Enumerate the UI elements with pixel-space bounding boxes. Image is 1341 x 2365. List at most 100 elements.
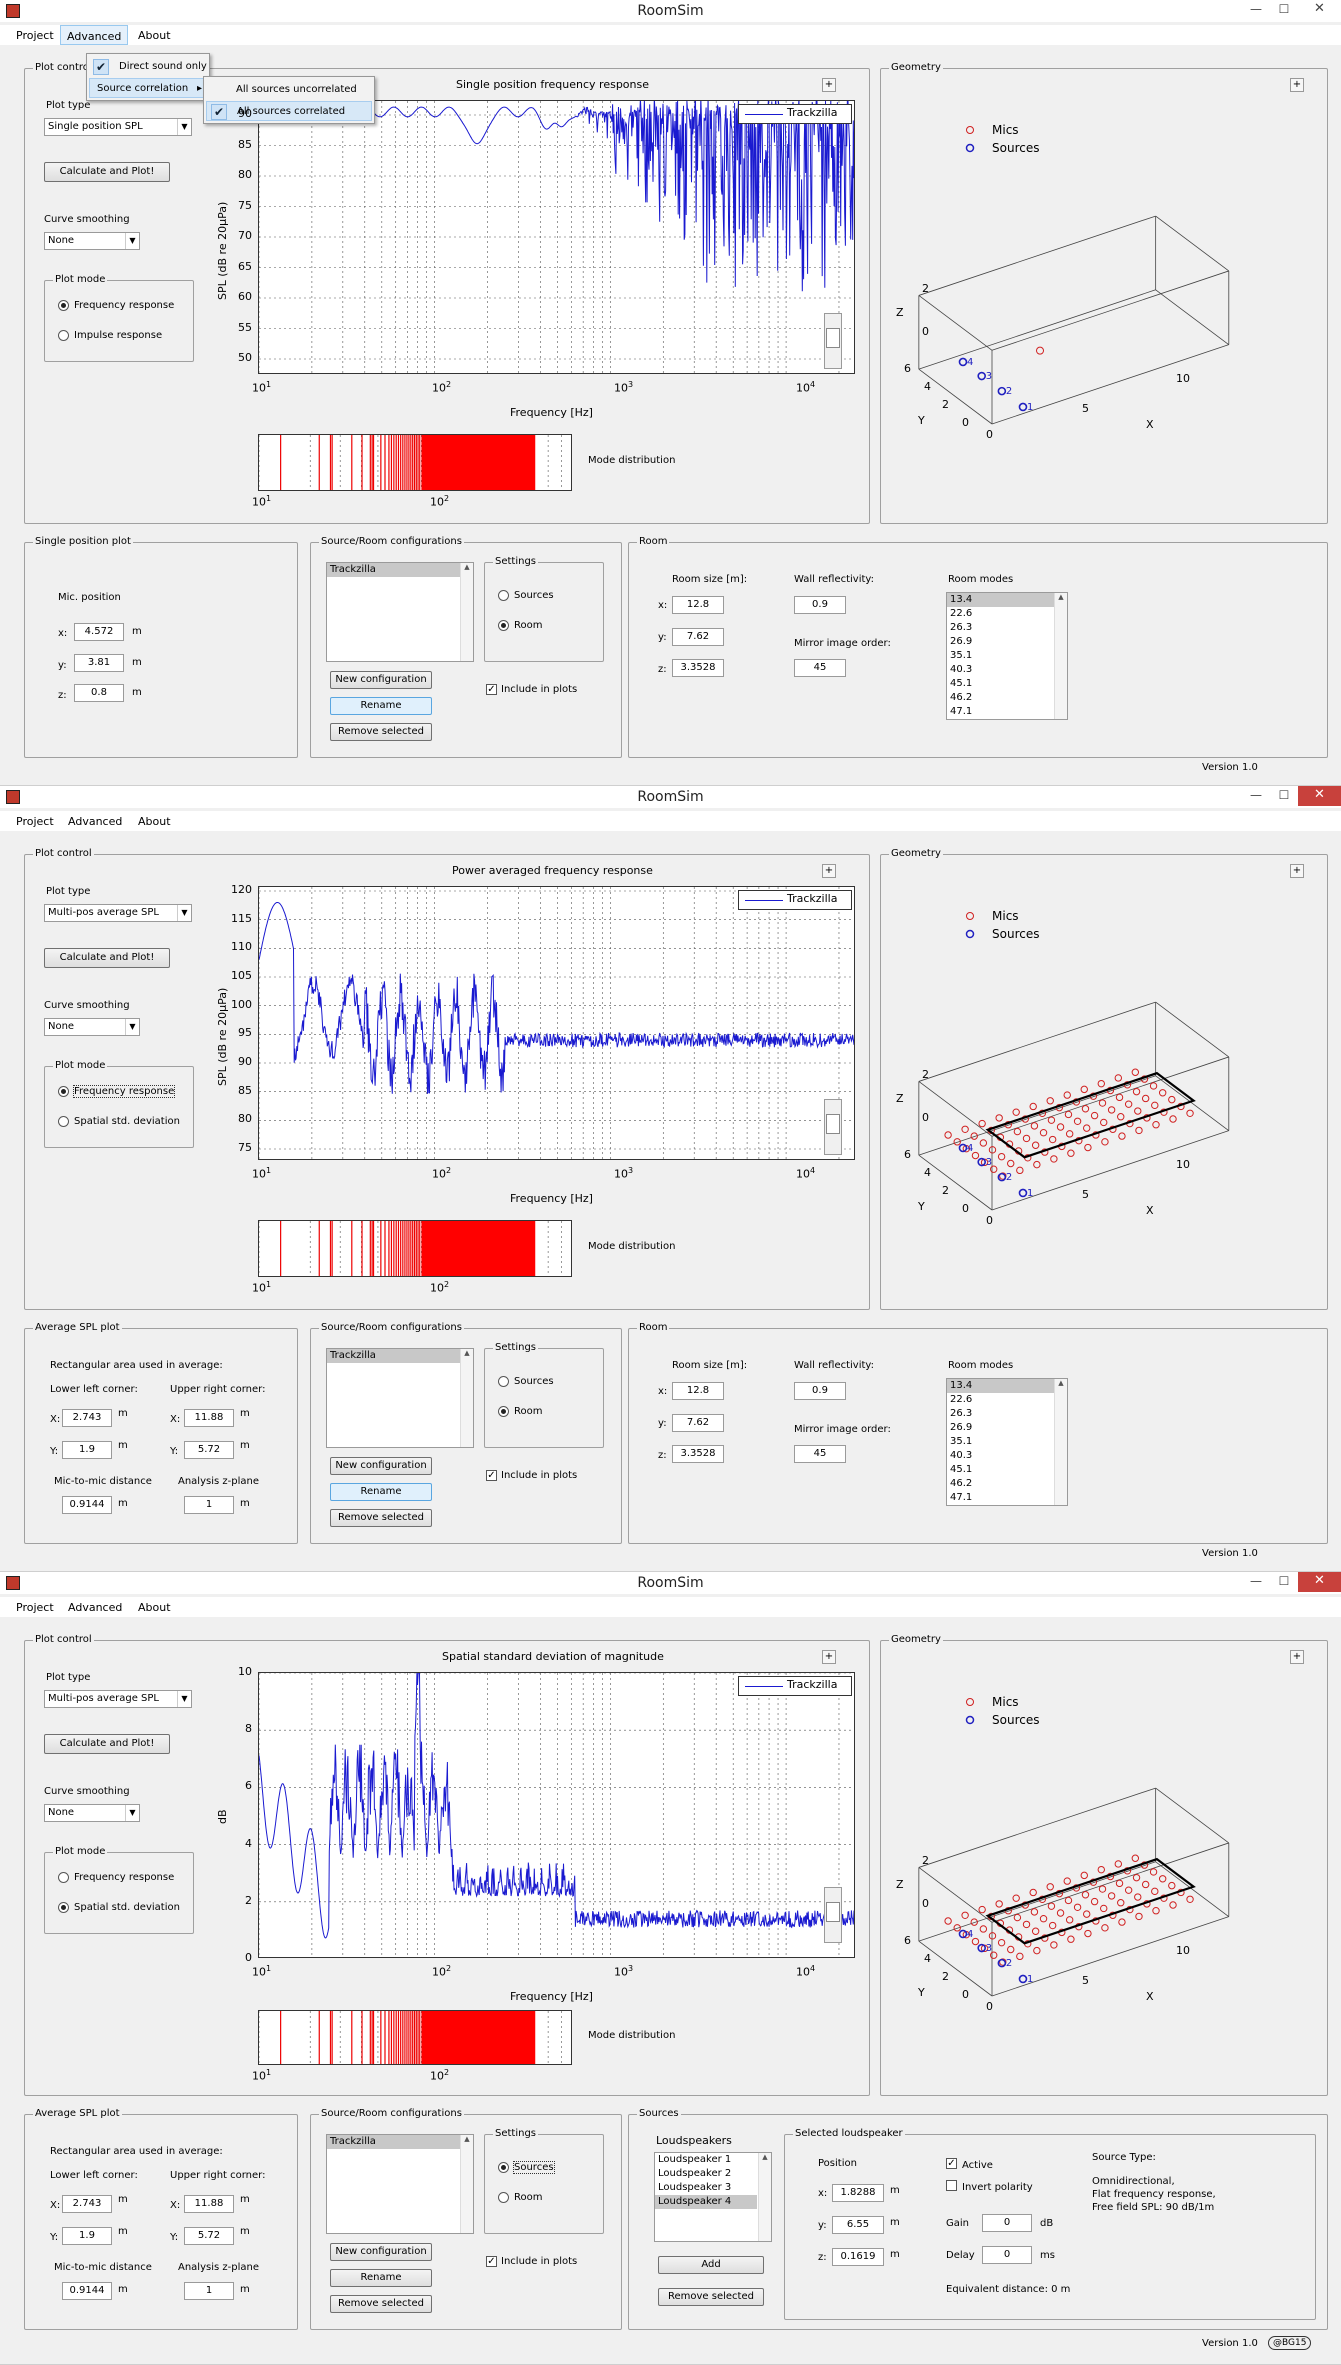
minimize-button[interactable]: —	[1250, 788, 1262, 802]
lower-left-y-input[interactable]: 1.9	[62, 1441, 112, 1459]
maximize-button[interactable]: ☐	[1278, 1574, 1290, 1588]
close-button[interactable]: ✕	[1298, 786, 1341, 806]
room-z-input[interactable]: 3.3528	[672, 659, 724, 677]
slider-thumb[interactable]	[826, 328, 840, 348]
impulse-response-radio[interactable]	[58, 330, 69, 341]
new-configuration-button[interactable]: New configuration	[330, 2243, 432, 2261]
include-in-plots-checkbox[interactable]: ✓	[486, 2256, 497, 2267]
room-mode-item[interactable]: 26.3	[950, 1408, 973, 1419]
loudspeaker-item[interactable]: Loudspeaker 3	[658, 2182, 732, 2193]
all-uncorrelated-item[interactable]: All sources uncorrelated	[206, 80, 372, 100]
expand-geometry-button[interactable]: +	[1290, 78, 1304, 92]
menu-advanced[interactable]: Advanced	[60, 25, 129, 45]
rename-button[interactable]: Rename	[330, 2269, 432, 2287]
source-z-input[interactable]: 0.1619	[832, 2248, 884, 2266]
calculate-plot-button[interactable]: Calculate and Plot!	[44, 162, 170, 182]
include-in-plots-checkbox[interactable]: ✓	[486, 1470, 497, 1481]
remove-selected-button[interactable]: Remove selected	[330, 723, 432, 741]
settings-room-radio[interactable]	[498, 620, 509, 631]
remove-selected-button[interactable]: Remove selected	[330, 2295, 432, 2313]
loudspeaker-item[interactable]: Loudspeaker 4	[655, 2195, 757, 2209]
loudspeaker-list-scrollbar[interactable]: ▲	[758, 2153, 771, 2241]
gain-input[interactable]: 0	[982, 2214, 1032, 2232]
close-button[interactable]: ✕	[1298, 1572, 1341, 1592]
menu-about[interactable]: About	[138, 815, 171, 828]
room-mode-item[interactable]: 26.9	[950, 636, 973, 647]
config-item[interactable]: Trackzilla	[327, 1349, 473, 1363]
room-x-input[interactable]: 12.8	[672, 1382, 724, 1400]
close-button[interactable]: ✕	[1314, 1, 1325, 16]
expand-plot-button[interactable]: +	[822, 1650, 836, 1664]
settings-room-radio[interactable]	[498, 2192, 509, 2203]
new-configuration-button[interactable]: New configuration	[330, 1457, 432, 1475]
plot-zoom-slider[interactable]	[824, 313, 842, 369]
plot-zoom-slider[interactable]	[824, 1099, 842, 1155]
maximize-button[interactable]: ☐	[1278, 2, 1290, 16]
room-mode-item[interactable]: 22.6	[950, 1394, 973, 1405]
menu-project[interactable]: Project	[16, 29, 54, 42]
expand-geometry-button[interactable]: +	[1290, 1650, 1304, 1664]
room-mode-item[interactable]: 22.6	[950, 608, 973, 619]
source-correlation-item[interactable]: Source correlation ▸	[89, 78, 207, 98]
config-list[interactable]: Trackzilla ▲	[326, 2134, 474, 2234]
room-y-input[interactable]: 7.62	[672, 628, 724, 646]
config-item[interactable]: Trackzilla	[327, 2135, 473, 2149]
curve-smoothing-dropdown[interactable]: None ▼	[44, 1804, 140, 1822]
room-mode-item[interactable]: 45.1	[950, 1464, 973, 1475]
z-plane-input[interactable]: 1	[184, 2282, 234, 2300]
room-x-input[interactable]: 12.8	[672, 596, 724, 614]
frequency-response-radio[interactable]	[58, 1872, 69, 1883]
wall-reflectivity-input[interactable]: 0.9	[794, 1382, 846, 1400]
upper-right-x-input[interactable]: 11.88	[184, 1409, 234, 1427]
plot-type-dropdown[interactable]: Single position SPL ▼	[44, 118, 192, 136]
menu-about[interactable]: About	[138, 29, 171, 42]
new-configuration-button[interactable]: New configuration	[330, 671, 432, 689]
invert-polarity-checkbox[interactable]	[946, 2180, 957, 2191]
expand-plot-button[interactable]: +	[822, 864, 836, 878]
config-list[interactable]: Trackzilla ▲	[326, 1348, 474, 1448]
upper-right-y-input[interactable]: 5.72	[184, 2227, 234, 2245]
plot-type-dropdown[interactable]: Multi-pos average SPL ▼	[44, 1690, 192, 1708]
minimize-button[interactable]: —	[1250, 1574, 1262, 1588]
remove-loudspeaker-button[interactable]: Remove selected	[658, 2288, 764, 2306]
active-checkbox[interactable]: ✓	[946, 2158, 957, 2169]
curve-smoothing-dropdown[interactable]: None ▼	[44, 1018, 140, 1036]
settings-room-radio[interactable]	[498, 1406, 509, 1417]
room-y-input[interactable]: 7.62	[672, 1414, 724, 1432]
curve-smoothing-dropdown[interactable]: None ▼	[44, 232, 140, 250]
config-list-scrollbar[interactable]: ▲	[460, 2135, 473, 2233]
loudspeaker-item[interactable]: Loudspeaker 2	[658, 2168, 732, 2179]
expand-geometry-button[interactable]: +	[1290, 864, 1304, 878]
room-mode-item[interactable]: 35.1	[950, 650, 973, 661]
z-plane-input[interactable]: 1	[184, 1496, 234, 1514]
mic-to-mic-input[interactable]: 0.9144	[62, 1496, 112, 1514]
config-list-scrollbar[interactable]: ▲	[460, 1349, 473, 1447]
room-mode-item[interactable]: 46.2	[950, 692, 973, 703]
room-mode-item[interactable]: 47.1	[950, 706, 973, 717]
room-mode-item[interactable]: 13.4	[947, 593, 1067, 607]
plot-type-dropdown[interactable]: Multi-pos average SPL ▼	[44, 904, 192, 922]
expand-plot-button[interactable]: +	[822, 78, 836, 92]
delay-input[interactable]: 0	[982, 2246, 1032, 2264]
room-mode-item[interactable]: 35.1	[950, 1436, 973, 1447]
minimize-button[interactable]: —	[1250, 2, 1262, 16]
config-item[interactable]: Trackzilla	[327, 563, 473, 577]
wall-reflectivity-input[interactable]: 0.9	[794, 596, 846, 614]
settings-sources-radio[interactable]	[498, 1376, 509, 1387]
room-mode-item[interactable]: 13.4	[947, 1379, 1067, 1393]
remove-selected-button[interactable]: Remove selected	[330, 1509, 432, 1527]
lower-left-x-input[interactable]: 2.743	[62, 1409, 112, 1427]
menu-project[interactable]: Project	[16, 1601, 54, 1614]
all-correlated-item[interactable]: ✔ All sources correlated	[206, 101, 372, 121]
mirror-order-input[interactable]: 45	[794, 1445, 846, 1463]
settings-sources-radio[interactable]	[498, 2162, 509, 2173]
plot-zoom-slider[interactable]	[824, 1887, 842, 1943]
room-modes-list[interactable]: 13.4 22.6 26.3 26.9 35.1 40.3 45.1 46.2 47.1 ▲	[946, 592, 1068, 720]
room-modes-scrollbar[interactable]: ▲	[1054, 1379, 1067, 1505]
loudspeaker-item[interactable]: Loudspeaker 1	[658, 2154, 732, 2165]
room-mode-item[interactable]: 47.1	[950, 1492, 973, 1503]
source-x-input[interactable]: 1.8288	[832, 2184, 884, 2202]
frequency-response-radio[interactable]	[58, 300, 69, 311]
spatial-std-radio[interactable]	[58, 1902, 69, 1913]
calculate-plot-button[interactable]: Calculate and Plot!	[44, 1734, 170, 1754]
